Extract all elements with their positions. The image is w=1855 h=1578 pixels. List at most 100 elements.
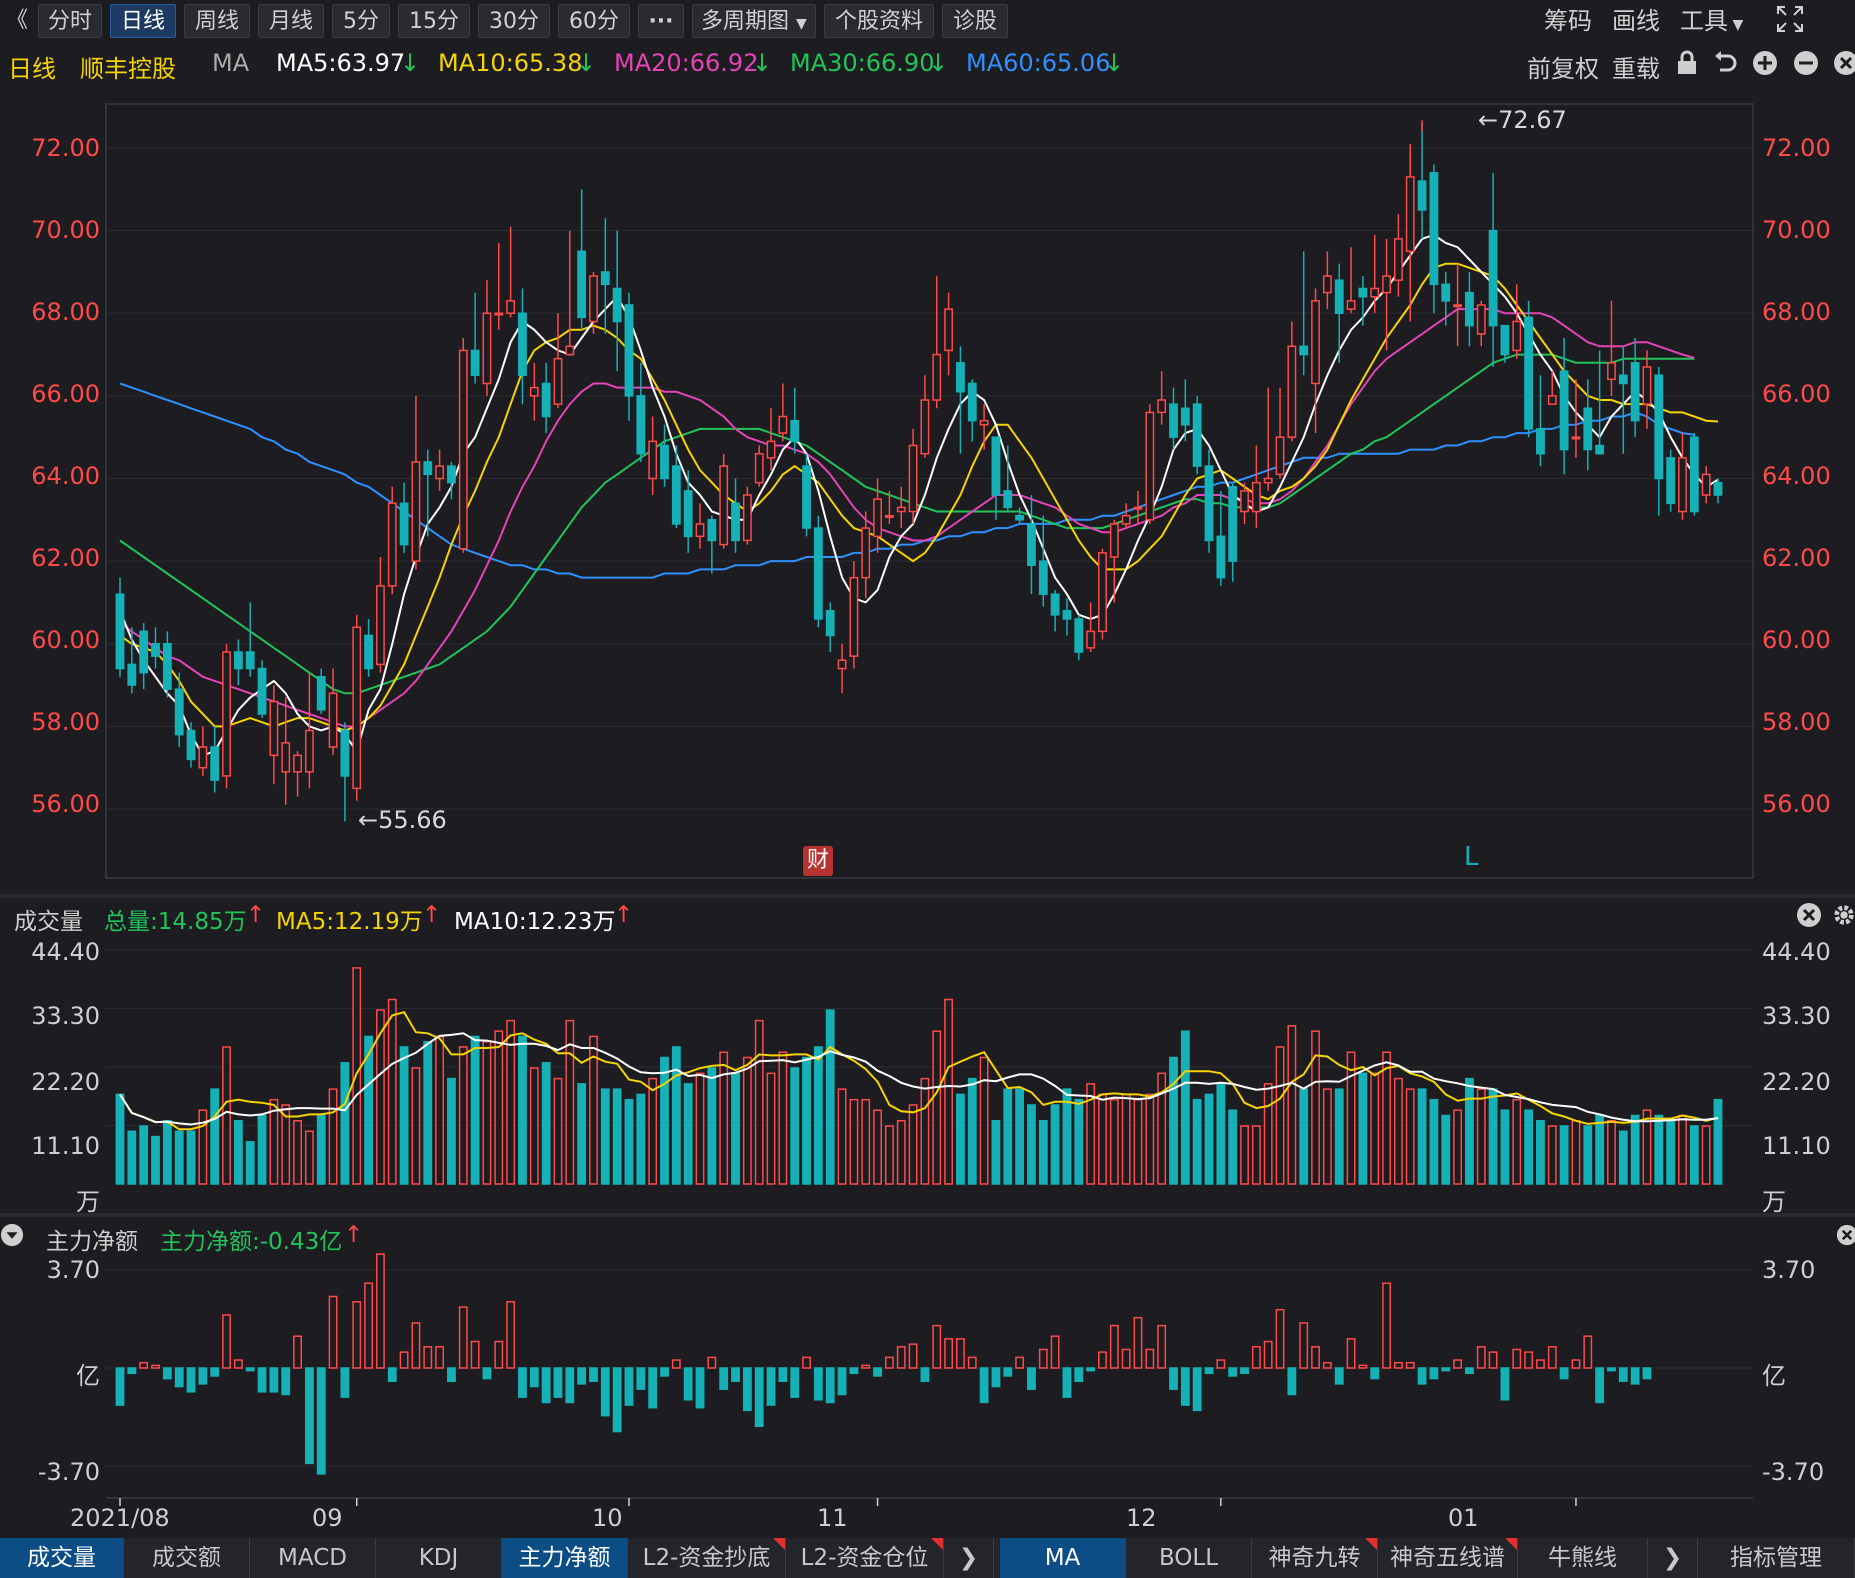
candle-body — [1322, 275, 1332, 294]
volume-bar — [1571, 1120, 1581, 1185]
volume-bar — [1417, 1088, 1427, 1185]
stock-info-button[interactable]: 个股资料 — [824, 4, 934, 38]
flow-bar — [1571, 1359, 1581, 1369]
flow-bar — [245, 1367, 255, 1372]
tab-macd[interactable]: MACD — [250, 1538, 376, 1578]
flow-bar — [1038, 1348, 1048, 1369]
tab-yuexian[interactable]: 月线 — [258, 4, 324, 38]
chips-button[interactable]: 筹码 — [1544, 7, 1592, 35]
chevron-right-icon[interactable]: ❯ — [944, 1538, 994, 1578]
candle-body — [1098, 552, 1107, 633]
flow-bar — [1488, 1351, 1498, 1369]
arrow-up-icon: ↑ — [614, 902, 634, 928]
close-volume-icon[interactable] — [1796, 902, 1822, 934]
arrow-up-icon: ↑ — [422, 902, 442, 928]
financial-report-marker[interactable]: 财 — [803, 846, 833, 876]
vol-tick-right: 11.10 — [1762, 1132, 1831, 1160]
undo-icon[interactable] — [1712, 50, 1738, 82]
flow-bar — [127, 1367, 137, 1375]
candle-body — [482, 312, 492, 385]
flow-bar — [1311, 1346, 1320, 1369]
y-tick-right: 60.00 — [1762, 626, 1831, 654]
volume-bar — [245, 1141, 255, 1185]
tab-5min[interactable]: 5分 — [332, 4, 390, 38]
l-marker[interactable]: L — [1464, 842, 1479, 872]
volume-bar — [1429, 1098, 1439, 1185]
candle-body — [1630, 362, 1640, 422]
vol-tick-right: 33.30 — [1762, 1002, 1831, 1030]
candle-body — [802, 465, 811, 529]
gear-icon[interactable] — [1832, 902, 1855, 934]
lock-icon[interactable] — [1675, 50, 1699, 82]
tab-ma[interactable]: MA — [1000, 1538, 1126, 1578]
tab-bull-bear[interactable]: 牛熊线 — [1518, 1538, 1648, 1578]
price-panel[interactable]: 72.00 70.00 68.00 66.00 64.00 62.00 60.0… — [0, 84, 1855, 884]
tab-magic-five[interactable]: 神奇五线谱 — [1378, 1538, 1518, 1578]
tools-button[interactable]: 工具 ▼ — [1680, 4, 1743, 38]
volume-bar — [577, 1083, 587, 1185]
candle-body — [352, 626, 362, 790]
volume-chart[interactable] — [0, 898, 1855, 1218]
candle-body — [908, 444, 918, 513]
zoom-in-icon[interactable] — [1752, 50, 1778, 82]
flow-bar — [1287, 1367, 1297, 1396]
flow-bar — [707, 1356, 717, 1369]
candle-body — [222, 651, 231, 777]
volume-bar — [257, 1114, 267, 1185]
stock-name: 顺丰控股 — [80, 55, 176, 83]
tab-l2-position[interactable]: L2-资金仓位 — [786, 1538, 944, 1578]
flow-bar — [174, 1367, 184, 1388]
forward-adjust-button[interactable]: 前复权 — [1527, 55, 1599, 83]
candle-body — [233, 651, 243, 670]
tab-rixian[interactable]: 日线 — [110, 4, 176, 38]
candle-body — [1251, 481, 1261, 513]
diagnose-button[interactable]: 诊股 — [942, 4, 1008, 38]
volume-bar — [956, 1093, 965, 1185]
tab-fenshi[interactable]: 分时 — [38, 4, 102, 38]
reload-button[interactable]: 重载 — [1612, 55, 1660, 83]
close-flow-icon[interactable] — [1836, 1222, 1855, 1254]
y-tick-left: 64.00 — [31, 462, 100, 490]
candle-body — [624, 304, 634, 397]
tab-turnover[interactable]: 成交额 — [124, 1538, 250, 1578]
back-icon[interactable]: 《 — [6, 8, 29, 33]
chevron-right-icon[interactable]: ❯ — [1648, 1538, 1698, 1578]
tab-main-flow[interactable]: 主力净额 — [502, 1538, 628, 1578]
candle-body — [245, 651, 255, 670]
main-flow-panel[interactable]: 主力净额 主力净额:-0.43亿 ↑ 3.70 亿 -3.70 3.70 亿 -… — [0, 1218, 1855, 1538]
panel-separator[interactable] — [0, 1213, 1855, 1217]
ma10-value: MA10:65.38 — [438, 49, 583, 77]
candle-body — [884, 514, 894, 518]
tab-indicator-manage[interactable]: 指标管理 — [1698, 1538, 1855, 1578]
collapse-icon[interactable] — [0, 1222, 24, 1254]
fullscreen-icon[interactable] — [1775, 4, 1805, 38]
more-button[interactable]: ··· — [638, 4, 684, 38]
period-label: 日线 — [8, 55, 56, 83]
candle-body — [1275, 436, 1285, 476]
flow-bar — [1251, 1346, 1261, 1369]
draw-line-button[interactable]: 画线 — [1612, 7, 1660, 35]
flow-chart[interactable] — [0, 1218, 1855, 1538]
arrow-down-icon: ↓ — [928, 49, 949, 77]
tab-volume[interactable]: 成交量 — [0, 1538, 124, 1578]
tab-60min[interactable]: 60分 — [558, 4, 630, 38]
panel-separator[interactable] — [0, 894, 1855, 898]
tab-30min[interactable]: 30分 — [478, 4, 550, 38]
tab-zhouxian[interactable]: 周线 — [184, 4, 250, 38]
vol-unit-left: 万 — [76, 1188, 100, 1216]
tab-kdj[interactable]: KDJ — [376, 1538, 502, 1578]
candle-body — [577, 250, 587, 319]
flow-bar — [1595, 1367, 1605, 1404]
multi-period-dropdown[interactable]: 多周期图 ▼ — [692, 4, 816, 38]
tab-magic-nine[interactable]: 神奇九转 — [1252, 1538, 1378, 1578]
volume-panel[interactable]: 成交量 总量:14.85万 ↑ MA5:12.19万 ↑ MA10:12.23万… — [0, 898, 1855, 1218]
flow-bar — [1086, 1367, 1096, 1372]
flow-bar — [411, 1322, 421, 1369]
tab-15min[interactable]: 15分 — [398, 4, 470, 38]
tab-boll[interactable]: BOLL — [1126, 1538, 1252, 1578]
tab-l2-bottom[interactable]: L2-资金抄底 — [628, 1538, 786, 1578]
zoom-out-icon[interactable] — [1793, 50, 1819, 82]
candle-body — [162, 643, 172, 690]
close-panel-icon[interactable] — [1833, 50, 1855, 82]
candlestick-chart[interactable] — [0, 84, 1855, 884]
